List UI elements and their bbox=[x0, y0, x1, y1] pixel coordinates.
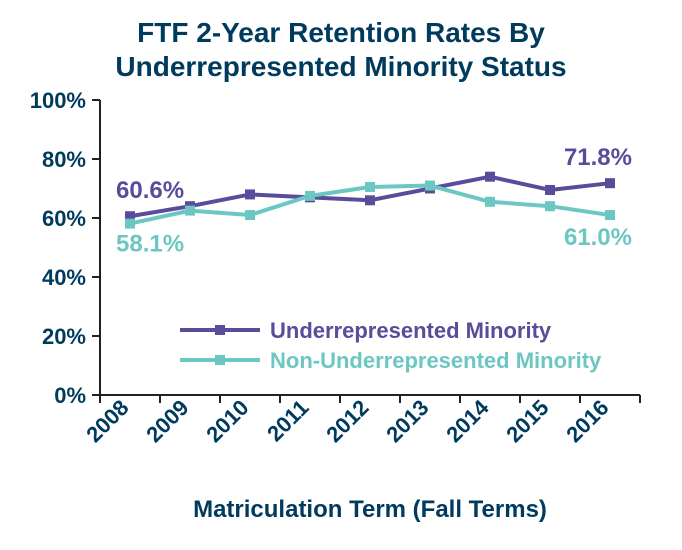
series-marker-1 bbox=[425, 181, 435, 191]
series-marker-0 bbox=[485, 172, 495, 182]
x-tick-label: 2008 bbox=[81, 395, 133, 447]
series-marker-1 bbox=[485, 197, 495, 207]
x-axis-label: Matriculation Term (Fall Terms) bbox=[193, 496, 547, 523]
series-marker-1 bbox=[185, 206, 195, 216]
y-tick-label: 40% bbox=[42, 265, 86, 290]
y-tick-label: 100% bbox=[30, 88, 86, 113]
series-last-label-1: 61.0% bbox=[564, 224, 632, 251]
series-marker-1 bbox=[605, 210, 615, 220]
x-tick-label: 2014 bbox=[441, 394, 494, 447]
y-tick-label: 0% bbox=[54, 383, 86, 408]
x-tick-label: 2016 bbox=[561, 395, 613, 447]
x-tick-label: 2013 bbox=[381, 395, 433, 447]
series-last-label-0: 71.8% bbox=[564, 144, 632, 171]
x-tick-label: 2009 bbox=[141, 395, 193, 447]
x-tick-label: 2010 bbox=[201, 395, 253, 447]
y-tick-label: 20% bbox=[42, 324, 86, 349]
y-tick-label: 80% bbox=[42, 147, 86, 172]
series-marker-1 bbox=[245, 210, 255, 220]
series-first-label-0: 60.6% bbox=[116, 177, 184, 204]
y-tick-label: 60% bbox=[42, 206, 86, 231]
legend-label-0: Underrepresented Minority bbox=[270, 318, 552, 343]
series-first-label-1: 58.1% bbox=[116, 231, 184, 258]
series-marker-0 bbox=[245, 189, 255, 199]
series-marker-1 bbox=[365, 182, 375, 192]
chart-title-line1: FTF 2-Year Retention Rates By bbox=[137, 17, 545, 48]
series-marker-1 bbox=[125, 219, 135, 229]
legend-label-1: Non-Underrepresented Minority bbox=[270, 348, 602, 373]
series-marker-0 bbox=[545, 185, 555, 195]
chart-svg: FTF 2-Year Retention Rates ByUnderrepres… bbox=[0, 0, 682, 550]
legend-marker-0 bbox=[215, 325, 225, 335]
x-tick-label: 2012 bbox=[321, 395, 373, 447]
chart-title-line2: Underrepresented Minority Status bbox=[115, 51, 566, 82]
retention-chart: FTF 2-Year Retention Rates ByUnderrepres… bbox=[0, 0, 682, 550]
series-marker-0 bbox=[365, 195, 375, 205]
series-marker-0 bbox=[605, 178, 615, 188]
x-tick-label: 2011 bbox=[262, 395, 313, 446]
series-marker-1 bbox=[305, 191, 315, 201]
x-tick-label: 2015 bbox=[501, 395, 553, 447]
series-marker-1 bbox=[545, 201, 555, 211]
legend-marker-1 bbox=[215, 355, 225, 365]
